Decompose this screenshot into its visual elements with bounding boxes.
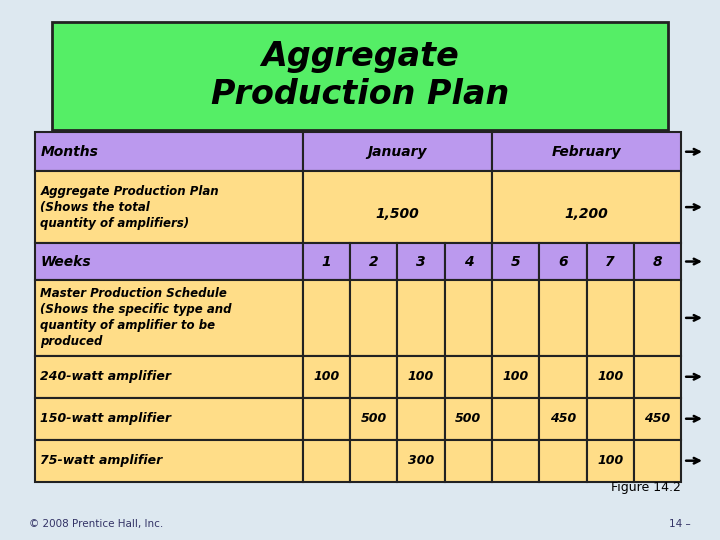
Bar xyxy=(539,356,587,398)
Bar xyxy=(587,243,634,280)
Bar xyxy=(587,440,634,482)
Text: February: February xyxy=(552,145,621,159)
Bar xyxy=(587,398,634,440)
Bar xyxy=(445,398,492,440)
Text: Master Production Schedule
(Shows the specific type and
quantity of amplifier to: Master Production Schedule (Shows the sp… xyxy=(40,287,232,348)
Bar xyxy=(303,171,492,243)
Bar xyxy=(303,132,492,171)
Bar xyxy=(587,356,634,398)
Bar xyxy=(445,356,492,398)
Bar xyxy=(539,398,587,440)
Bar xyxy=(303,398,350,440)
Text: © 2008 Prentice Hall, Inc.: © 2008 Prentice Hall, Inc. xyxy=(29,519,163,529)
Bar xyxy=(397,243,445,280)
Text: 3: 3 xyxy=(416,254,426,268)
Bar xyxy=(634,440,681,482)
Bar xyxy=(634,280,681,356)
Text: Aggregate Production Plan
(Shows the total
quantity of amplifiers): Aggregate Production Plan (Shows the tot… xyxy=(40,185,219,230)
Text: 100: 100 xyxy=(408,370,434,383)
Bar xyxy=(303,280,350,356)
Bar xyxy=(445,440,492,482)
Text: 100: 100 xyxy=(597,454,624,467)
Bar xyxy=(397,280,445,356)
Text: 500: 500 xyxy=(361,412,387,425)
Bar xyxy=(303,440,350,482)
Bar xyxy=(492,171,681,243)
Bar xyxy=(492,243,539,280)
Text: Figure 14.2: Figure 14.2 xyxy=(611,481,680,494)
Text: January: January xyxy=(368,145,427,159)
Bar xyxy=(539,243,587,280)
Text: Weeks: Weeks xyxy=(40,254,91,268)
Bar xyxy=(35,356,303,398)
Bar xyxy=(492,356,539,398)
Bar xyxy=(350,440,397,482)
Bar xyxy=(35,398,303,440)
Bar xyxy=(397,398,445,440)
Text: 75-watt amplifier: 75-watt amplifier xyxy=(40,454,163,467)
Text: 500: 500 xyxy=(455,412,482,425)
Bar xyxy=(52,22,668,130)
Bar xyxy=(350,243,397,280)
Text: 5: 5 xyxy=(510,254,521,268)
Text: 8: 8 xyxy=(652,254,662,268)
Bar xyxy=(492,280,539,356)
Text: 1,200: 1,200 xyxy=(564,207,608,221)
Text: 6: 6 xyxy=(558,254,568,268)
Text: 100: 100 xyxy=(597,370,624,383)
Bar xyxy=(445,280,492,356)
Bar xyxy=(35,171,303,243)
Text: 4: 4 xyxy=(464,254,473,268)
Text: Aggregate
Production Plan: Aggregate Production Plan xyxy=(211,40,509,111)
Text: 14 –: 14 – xyxy=(670,519,691,529)
Text: 100: 100 xyxy=(503,370,528,383)
Text: 300: 300 xyxy=(408,454,434,467)
Bar xyxy=(350,280,397,356)
Text: 150-watt amplifier: 150-watt amplifier xyxy=(40,412,171,425)
Bar xyxy=(350,356,397,398)
Bar xyxy=(303,243,350,280)
Bar xyxy=(634,243,681,280)
Bar xyxy=(303,356,350,398)
Bar xyxy=(35,440,303,482)
Text: 1: 1 xyxy=(322,254,331,268)
Bar xyxy=(35,132,303,171)
Text: 2: 2 xyxy=(369,254,379,268)
Text: 450: 450 xyxy=(550,412,576,425)
Bar xyxy=(492,132,681,171)
Bar xyxy=(634,356,681,398)
Text: 240-watt amplifier: 240-watt amplifier xyxy=(40,370,171,383)
Text: 7: 7 xyxy=(606,254,615,268)
Bar xyxy=(539,440,587,482)
Bar xyxy=(445,243,492,280)
Bar xyxy=(587,280,634,356)
Bar xyxy=(397,356,445,398)
Bar xyxy=(492,398,539,440)
Bar xyxy=(350,398,397,440)
Bar xyxy=(35,280,303,356)
Text: Months: Months xyxy=(40,145,98,159)
Text: 450: 450 xyxy=(644,412,670,425)
Bar xyxy=(539,280,587,356)
Text: 100: 100 xyxy=(313,370,340,383)
Bar xyxy=(397,440,445,482)
Bar xyxy=(492,440,539,482)
Bar xyxy=(35,243,303,280)
Bar xyxy=(634,398,681,440)
Text: 1,500: 1,500 xyxy=(376,207,419,221)
